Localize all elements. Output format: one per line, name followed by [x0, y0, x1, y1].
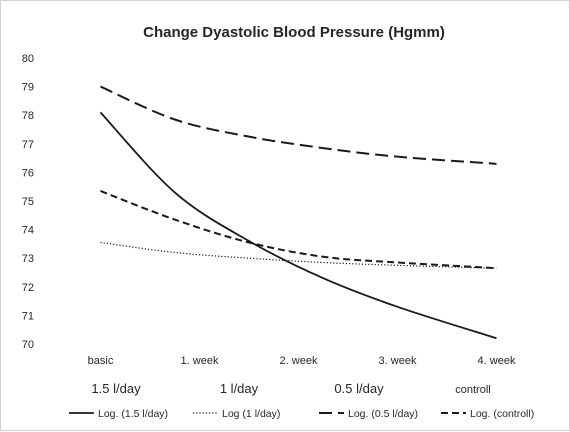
series-line-4 [100, 190, 497, 270]
x-tick-label: 4. week [478, 355, 516, 367]
group-label: controll [455, 384, 490, 396]
y-tick-label: 80 [22, 53, 34, 65]
legend-label: Log. (0.5 l/day) [348, 408, 418, 420]
group-label: 1.5 l/day [91, 381, 141, 396]
x-axis: basic 1. week 2. week 3. week 4. week [88, 355, 516, 367]
x-tick-label: basic [88, 355, 114, 367]
legend-label: Log (1 l/day) [222, 408, 280, 420]
series-line-3 [100, 85, 497, 165]
legend-label: Log. (controll) [470, 408, 534, 420]
group-label: 0.5 l/day [334, 381, 384, 396]
x-tick-label: 2. week [280, 355, 318, 367]
y-tick-label: 72 [22, 282, 34, 294]
y-tick-label: 79 [22, 82, 34, 94]
y-tick-label: 78 [22, 110, 34, 122]
y-tick-label: 70 [22, 339, 34, 351]
y-tick-label: 76 [22, 167, 34, 179]
chart-title: Change Dyastolic Blood Pressure (Hgmm) [143, 24, 445, 41]
legend-label: Log. (1.5 l/day) [98, 408, 168, 420]
y-tick-label: 74 [22, 225, 34, 237]
y-axis: 70 71 72 73 74 75 76 77 78 79 80 [22, 53, 34, 351]
group-label: 1 l/day [220, 381, 259, 396]
legend: Log. (1.5 l/day) Log (1 l/day) Log. (0.5 l… [69, 408, 534, 420]
x-tick-label: 3. week [379, 355, 417, 367]
x-tick-label: 1. week [181, 355, 219, 367]
y-tick-label: 71 [22, 310, 34, 322]
y-tick-label: 75 [22, 196, 34, 208]
series-line-1 [99, 111, 497, 340]
y-tick-label: 73 [22, 253, 34, 265]
group-labels: 1.5 l/day 1 l/day 0.5 l/day controll [91, 381, 490, 396]
series-line-2 [100, 241, 497, 269]
plot-area [99, 85, 497, 340]
y-tick-label: 77 [22, 139, 34, 151]
